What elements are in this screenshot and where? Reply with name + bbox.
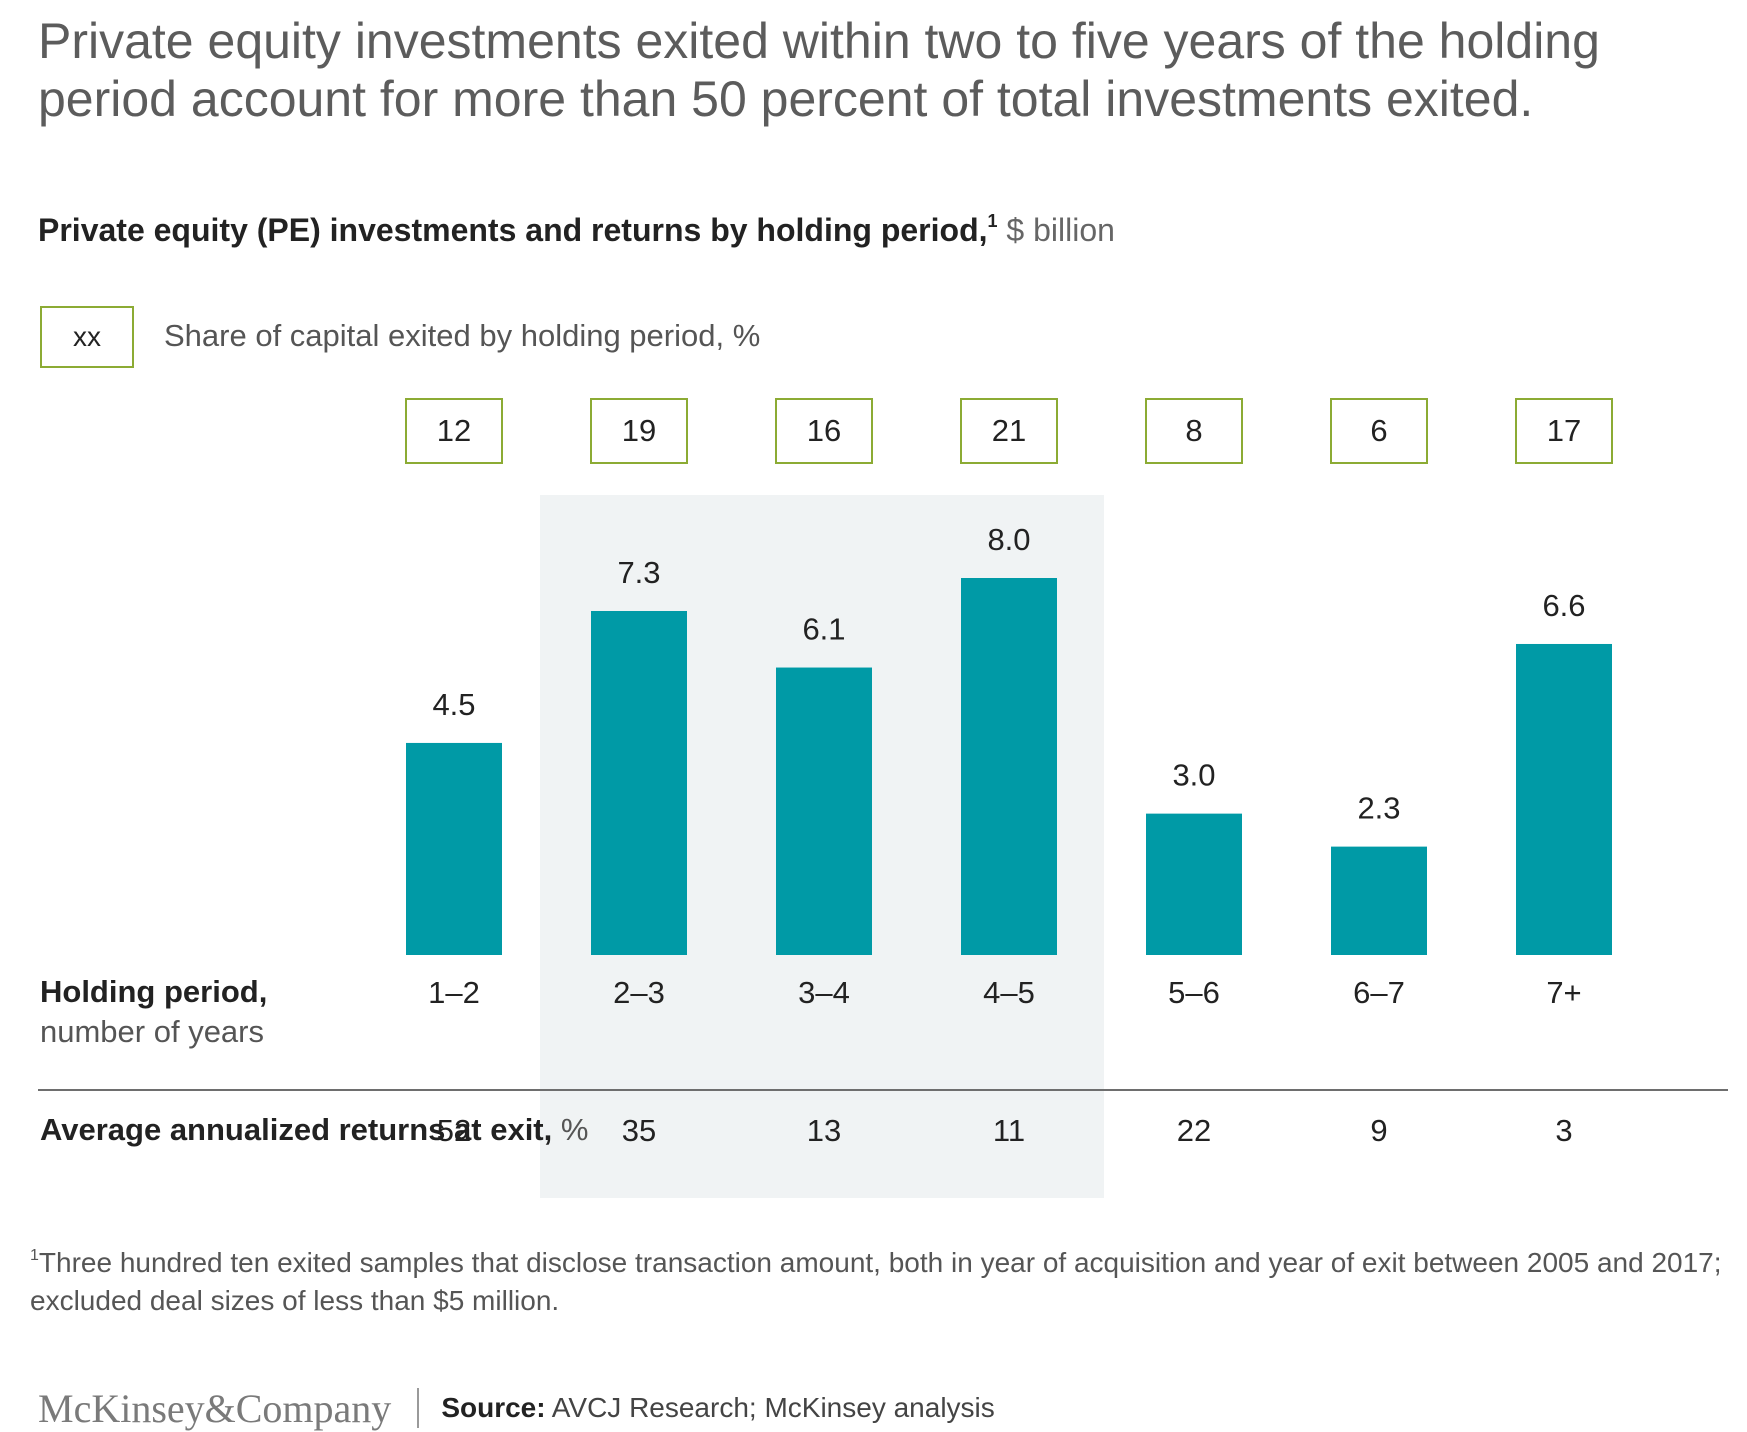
returns-title: Average annualized returns at exit, (40, 1112, 553, 1147)
bar-5 (1331, 846, 1427, 955)
divider (38, 1089, 1728, 1091)
holding-period-subtitle: number of years (40, 1014, 264, 1049)
bar-4 (1146, 813, 1242, 955)
share-box-0: 12 (405, 398, 503, 464)
headline: Private equity investments exited within… (38, 13, 1600, 127)
bar-6 (1516, 643, 1612, 955)
share-box-4: 8 (1145, 398, 1243, 464)
share-box-6: 17 (1515, 398, 1613, 464)
legend-box: xx (40, 306, 134, 368)
share-box-3: 21 (960, 398, 1058, 464)
source-line: Source: AVCJ Research; McKinsey analysis (441, 1392, 994, 1424)
return-value-1: 35 (621, 1113, 657, 1148)
holding-period-row-title: Holding period, number of years (40, 972, 267, 1052)
bar-value-label-2: 6.1 (802, 612, 845, 647)
footnote: 1Three hundred ten exited samples that d… (30, 1244, 1730, 1320)
holding-period-label-0: 1–2 (428, 975, 480, 1010)
bar-value-label-0: 4.5 (432, 687, 475, 722)
bar-3 (961, 578, 1057, 955)
holding-period-label-5: 6–7 (1353, 975, 1405, 1010)
holding-period-label-1: 2–3 (613, 975, 665, 1010)
bar-value-label-5: 2.3 (1357, 791, 1400, 826)
share-box-1: 19 (590, 398, 688, 464)
holding-period-label-4: 5–6 (1168, 975, 1220, 1010)
return-value-6: 3 (1555, 1113, 1573, 1148)
source-text: AVCJ Research; McKinsey analysis (545, 1392, 995, 1423)
bar-2 (776, 667, 872, 955)
return-value-2: 13 (806, 1113, 842, 1148)
bar-value-label-6: 6.6 (1542, 588, 1585, 623)
legend-label: Share of capital exited by holding perio… (164, 318, 761, 353)
subtitle-footnote-marker: 1 (987, 211, 998, 231)
returns-row-title: Average annualized returns at exit, % (40, 1110, 588, 1150)
holding-period-label-3: 4–5 (983, 975, 1035, 1010)
bar-value-label-4: 3.0 (1172, 758, 1215, 793)
chart-subtitle: Private equity (PE) investments and retu… (38, 212, 1115, 249)
subtitle-unit: $ billion (997, 212, 1115, 248)
return-value-3: 11 (992, 1113, 1026, 1148)
footer: McKinsey&Company Source: AVCJ Research; … (38, 1384, 995, 1432)
bar-value-label-3: 8.0 (987, 522, 1030, 557)
footer-separator (417, 1388, 420, 1428)
footnote-marker: 1 (30, 1247, 39, 1264)
returns-unit: % (552, 1112, 589, 1147)
bar-0 (406, 742, 502, 955)
return-value-0: 52 (436, 1113, 472, 1148)
return-value-4: 22 (1176, 1113, 1212, 1148)
holding-period-label-2: 3–4 (798, 975, 850, 1010)
share-box-5: 6 (1330, 398, 1428, 464)
holding-period-label-6: 7+ (1546, 975, 1582, 1010)
return-value-5: 9 (1370, 1113, 1388, 1148)
bar-value-label-1: 7.3 (617, 555, 660, 590)
footnote-text: Three hundred ten exited samples that di… (30, 1247, 1722, 1316)
bar-1 (591, 610, 687, 955)
subtitle-main: Private equity (PE) investments and retu… (38, 212, 988, 248)
share-box-2: 16 (775, 398, 873, 464)
holding-period-title: Holding period, (40, 974, 268, 1009)
source-label: Source: (441, 1392, 546, 1423)
mckinsey-logo: McKinsey&Company (38, 1385, 392, 1431)
